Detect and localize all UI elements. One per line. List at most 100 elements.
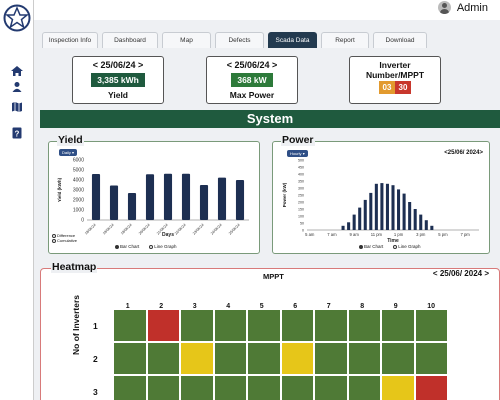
power-line-graph-option[interactable]: Line Graph: [393, 244, 421, 249]
yield-interval-dropdown[interactable]: Daily ▾: [59, 149, 78, 156]
power-interval-dropdown[interactable]: Hourly ▾: [287, 150, 308, 157]
tab-map[interactable]: Map: [162, 32, 211, 48]
inverter-card: Inverter Number/MPPT 03 30: [349, 56, 441, 104]
heatmap-cell[interactable]: [247, 309, 281, 342]
heatmap-row-label: 3: [93, 386, 98, 397]
power-bar: [385, 183, 389, 230]
map-icon[interactable]: [10, 100, 24, 114]
yield-card: < 25/06/24 > 3,385 kWh Yield: [72, 56, 164, 104]
yield-bar-chart-option[interactable]: Bar Chart: [115, 244, 139, 249]
yield-panel-title: Yield: [57, 134, 84, 146]
heatmap-column-label: 5: [259, 303, 264, 310]
chevron-down-icon: ▾: [72, 150, 75, 155]
inverter-title: Inverter Number/MPPT: [350, 60, 440, 80]
heatmap-cell[interactable]: [146, 342, 180, 375]
power-interval-value: Hourly: [290, 151, 302, 156]
main-content: Inspection Info Dashboard Map Defects Sc…: [34, 20, 500, 400]
power-x-tick-label: 5 pm: [438, 232, 448, 237]
heatmap-cell[interactable]: [314, 309, 348, 342]
power-date-nav[interactable]: <25/06/ 2024>: [444, 150, 483, 156]
tab-report[interactable]: Report: [321, 32, 369, 48]
heatmap-cell[interactable]: [247, 342, 281, 375]
heatmap-cell[interactable]: [113, 375, 147, 400]
heatmap-cell[interactable]: [213, 375, 247, 400]
yield-bar: [163, 173, 173, 220]
heatmap-cell[interactable]: [213, 309, 247, 342]
user-menu[interactable]: Admin: [437, 1, 488, 14]
heatmap-cell[interactable]: [180, 342, 214, 375]
max-power-date-nav[interactable]: < 25/06/24 >: [226, 60, 278, 70]
user-icon[interactable]: [10, 80, 24, 94]
heatmap-cell[interactable]: [113, 342, 147, 375]
heatmap-cell[interactable]: [280, 342, 314, 375]
heatmap-cell[interactable]: [347, 375, 381, 400]
tab-inspection-info[interactable]: Inspection Info: [42, 32, 98, 48]
yield-bar: [109, 185, 119, 220]
yield-bar: [91, 174, 101, 220]
heatmap-cell[interactable]: [414, 375, 448, 400]
yield-y-tick-label: 3000: [73, 188, 84, 194]
power-bar: [419, 214, 423, 230]
heatmap-column-label: 2: [159, 303, 164, 310]
avatar-icon: [437, 1, 451, 14]
power-bar: [402, 193, 406, 230]
tab-download[interactable]: Download: [373, 32, 427, 48]
yield-bar: [145, 174, 155, 220]
power-bar-radio[interactable]: [359, 244, 363, 249]
power-y-tick-label: 200: [298, 200, 304, 204]
heatmap-cell[interactable]: [414, 342, 448, 375]
power-line-radio[interactable]: [393, 244, 398, 249]
cumulative-radio[interactable]: [52, 238, 56, 243]
difference-radio[interactable]: [52, 233, 56, 238]
heatmap-cell[interactable]: [381, 342, 415, 375]
heatmap-y-title: No of Inverters: [71, 295, 81, 355]
heatmap-cell[interactable]: [213, 342, 247, 375]
heatmap-cell[interactable]: [280, 375, 314, 400]
yield-bar-radio[interactable]: [115, 244, 119, 249]
yield-bar-label: Bar Chart: [120, 244, 140, 249]
power-bar: [374, 183, 378, 230]
heatmap-cell[interactable]: [381, 375, 415, 400]
heatmap-cell[interactable]: [414, 309, 448, 342]
heatmap-cell[interactable]: [113, 309, 147, 342]
heatmap-cell[interactable]: [280, 309, 314, 342]
power-panel-title: Power: [281, 134, 315, 146]
inverter-badges: 03 30: [350, 81, 440, 94]
heatmap-cell[interactable]: [347, 342, 381, 375]
power-x-tick-label: 7 pm: [460, 232, 470, 237]
heatmap-cell[interactable]: [247, 375, 281, 400]
tab-scada-data[interactable]: Scada Data: [268, 32, 317, 48]
power-bar: [352, 214, 356, 230]
yield-line-radio[interactable]: [149, 244, 154, 249]
heatmap-cell[interactable]: [314, 342, 348, 375]
yield-bar: [127, 193, 137, 220]
power-bar: [408, 202, 412, 230]
difference-option[interactable]: Difference: [52, 233, 77, 238]
heatmap-cell[interactable]: [146, 309, 180, 342]
section-title: System: [40, 110, 500, 128]
heatmap-cell[interactable]: [314, 375, 348, 400]
power-bar: [380, 183, 384, 230]
heatmap-cell[interactable]: [180, 309, 214, 342]
yield-date-nav[interactable]: < 25/06/24 >: [92, 60, 144, 70]
power-y-tick-label: 100: [298, 214, 304, 218]
power-y-tick-label: 50: [300, 221, 304, 225]
heatmap-date-nav[interactable]: < 25/06/ 2024 >: [432, 269, 489, 278]
logo-icon[interactable]: [3, 4, 31, 32]
heatmap-cell[interactable]: [381, 309, 415, 342]
tab-defects[interactable]: Defects: [215, 32, 264, 48]
tab-dashboard[interactable]: Dashboard: [102, 32, 158, 48]
heatmap-cell[interactable]: [146, 375, 180, 400]
power-bar-chart-option[interactable]: Bar Chart: [359, 244, 383, 249]
power-y-tick-label: 400: [298, 172, 304, 176]
yield-line-label: Line Graph: [154, 244, 177, 249]
max-power-date: 25/06/24: [234, 60, 270, 70]
home-icon[interactable]: [10, 64, 24, 78]
power-bar: [424, 220, 428, 230]
report-icon[interactable]: ?: [10, 126, 24, 140]
heatmap-cell[interactable]: [180, 375, 214, 400]
yield-line-graph-option[interactable]: Line Graph: [149, 244, 177, 249]
heatmap-cell[interactable]: [347, 309, 381, 342]
cumulative-option[interactable]: Cumulative: [52, 238, 77, 243]
power-bar: [369, 192, 373, 230]
